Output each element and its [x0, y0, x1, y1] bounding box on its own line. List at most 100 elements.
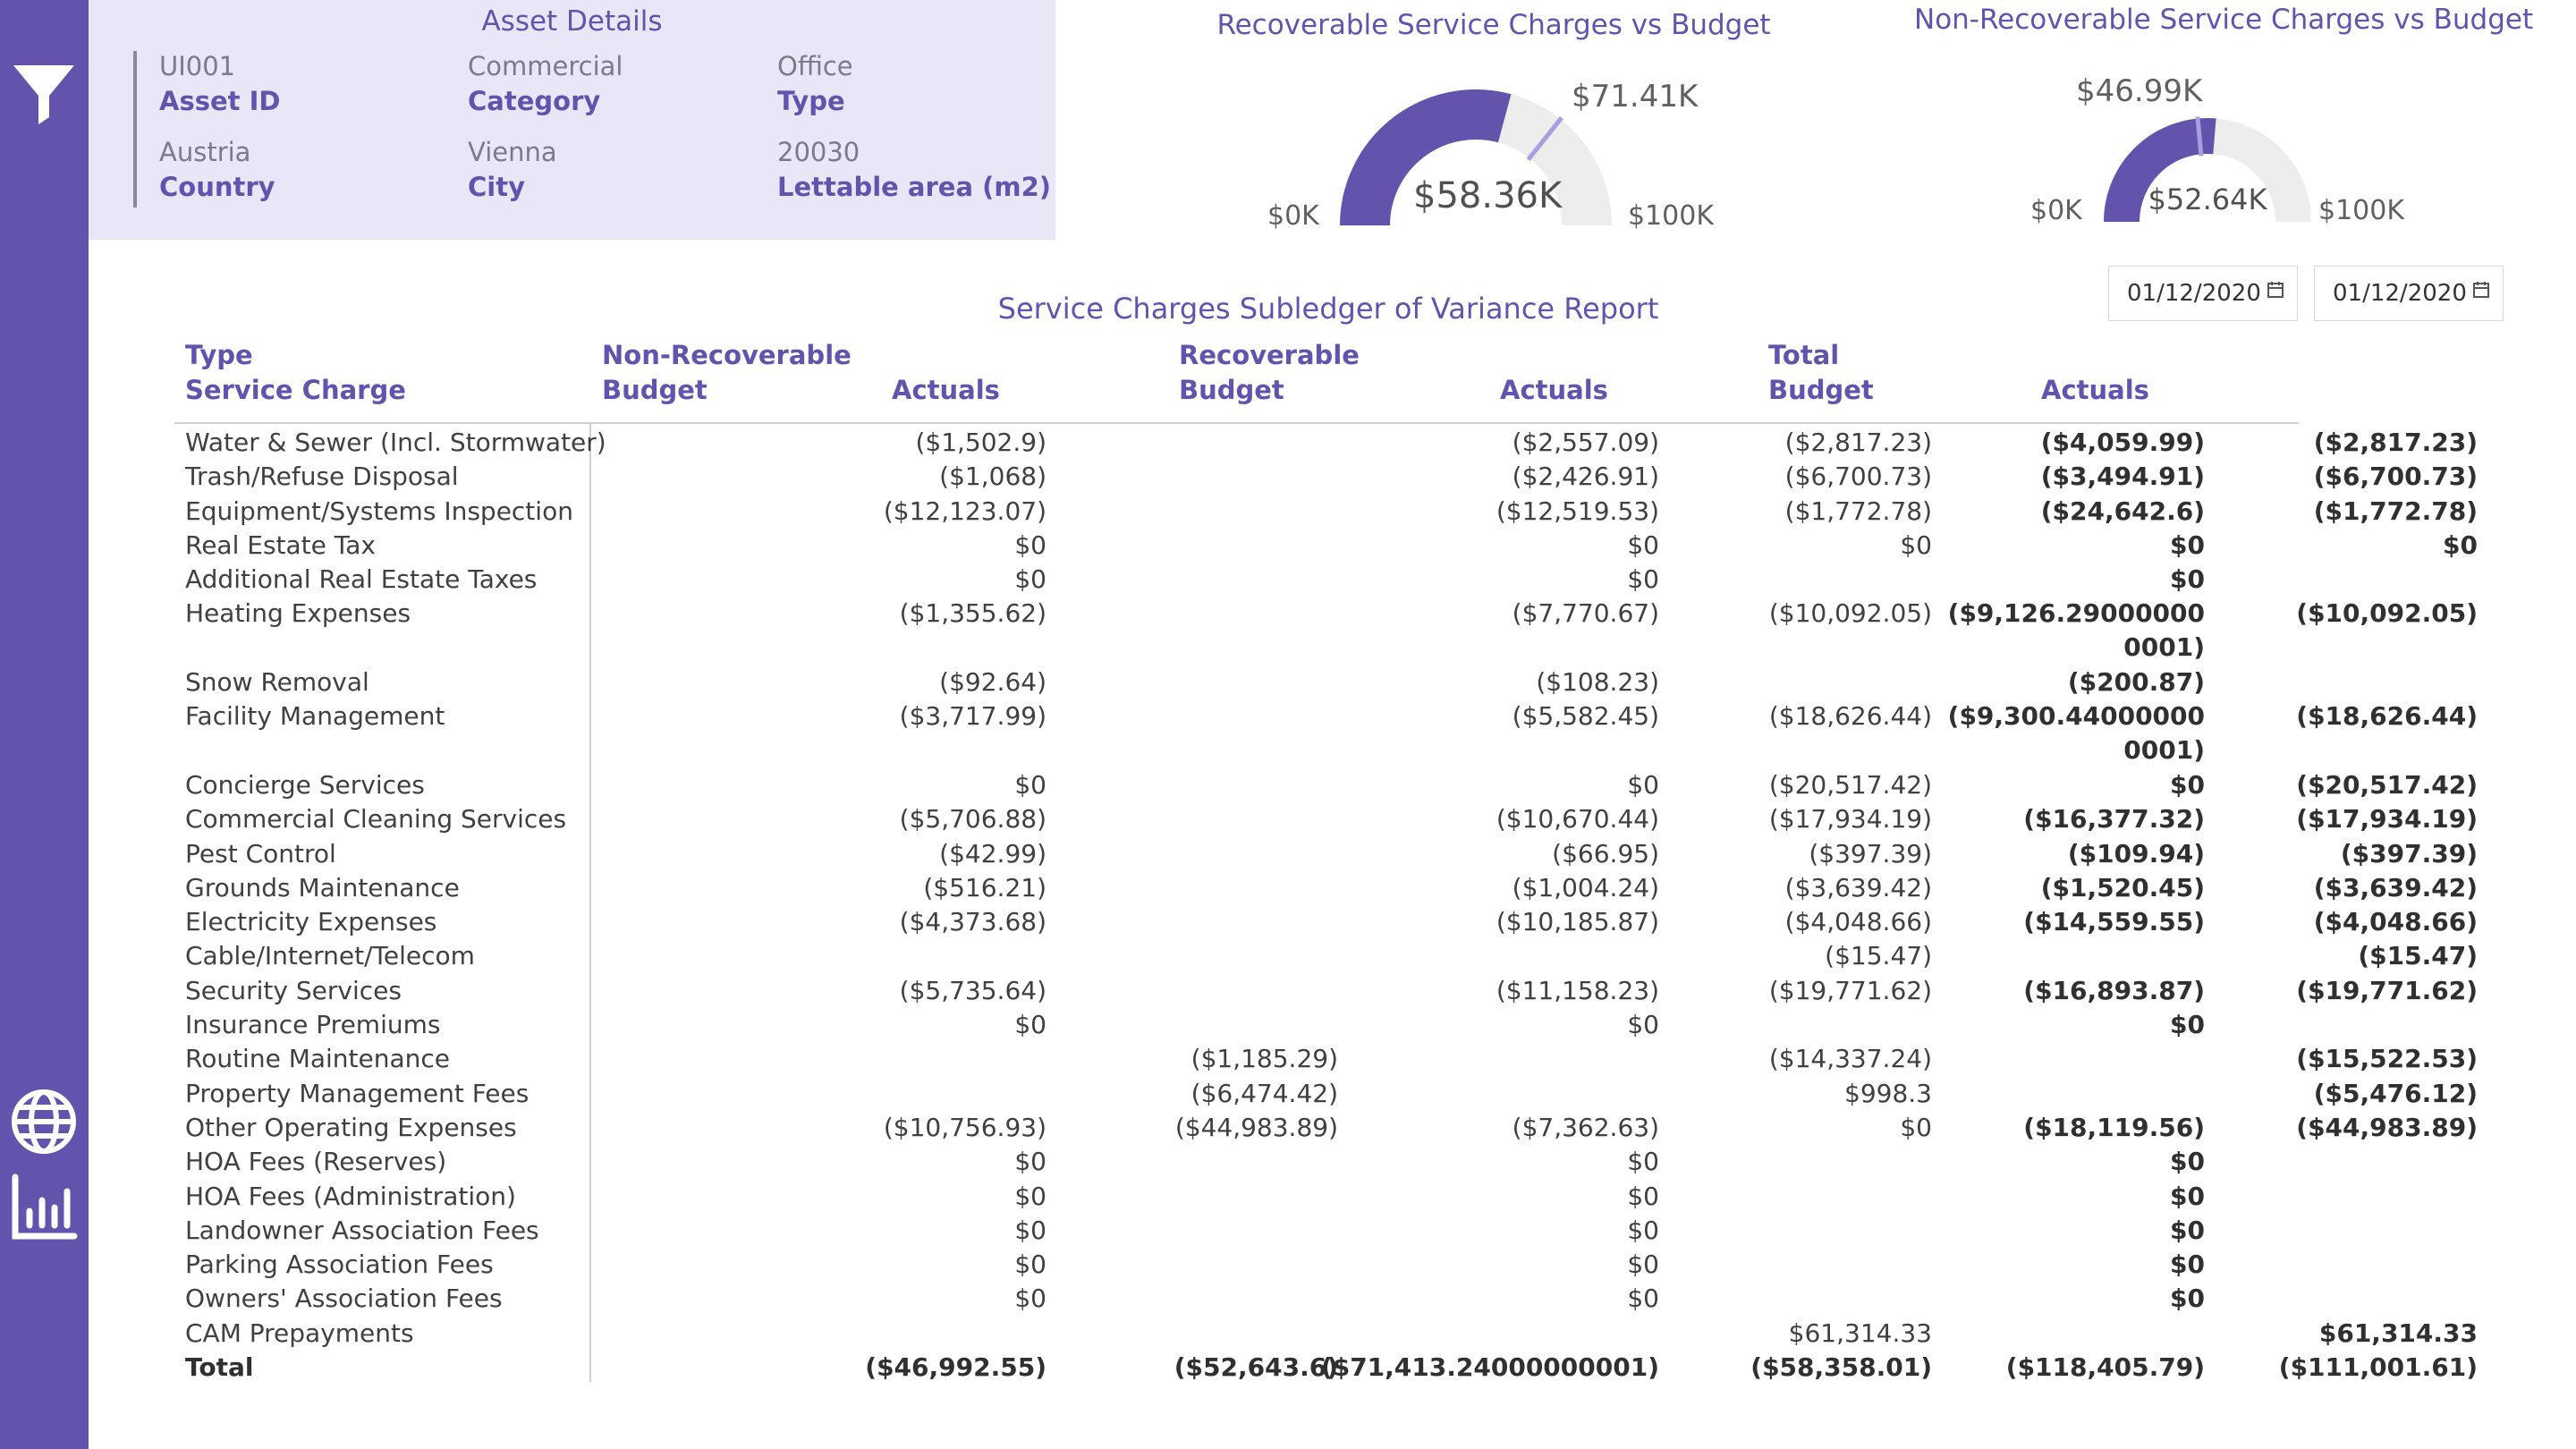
cell-nr-actual: ($44,983.89)	[1174, 1112, 1338, 1142]
service-charge-name: Landowner Association Fees	[185, 1215, 539, 1245]
cell-t-actual: ($6,700.73)	[2313, 462, 2478, 492]
table-row[interactable]: Other Operating Expenses ($10,756.93) ($44…	[174, 1111, 2478, 1145]
non-recoverable-gauge-min: $0K	[2030, 195, 2082, 226]
cell-t-actual: $61,314.33	[2318, 1318, 2478, 1348]
table-row[interactable]: Heating Expenses ($1,355.62) ($7,770.67) ($…	[174, 597, 2478, 665]
globe-icon[interactable]	[8, 1086, 80, 1157]
table-row[interactable]: Insurance Premiums $0 $0 $0	[174, 1008, 2299, 1042]
table-row[interactable]: Water & Sewer (Incl. Stormwater) ($1,502.…	[174, 426, 2478, 460]
header-r-budget[interactable]: Budget	[1179, 375, 1284, 405]
cell-r-budget: ($1,004.24)	[1512, 872, 1659, 902]
bar-chart-icon[interactable]	[8, 1172, 80, 1243]
cell-t-budget: ($14,559.55)	[2023, 907, 2205, 937]
table-total-row[interactable]: Total ($46,992.55) ($52,643.6) ($71,413.240…	[174, 1351, 2478, 1385]
cell-nr-budget: $0	[1014, 564, 1046, 595]
cell-t-budget: ($118,405.79)	[2005, 1352, 2205, 1383]
filter-icon[interactable]	[8, 56, 80, 128]
cell-r-actual: ($3,639.42)	[1784, 872, 1932, 902]
cell-r-actual: ($14,337.24)	[1768, 1044, 1932, 1074]
cell-t-budget: ($200.87)	[2067, 667, 2205, 698]
type-label: Type	[777, 86, 845, 116]
table-row[interactable]: Real Estate Tax $0 $0 $0 $0 $0	[174, 529, 2478, 563]
cell-r-budget: ($66.95)	[1552, 838, 1659, 869]
table-row[interactable]: Grounds Maintenance ($516.21) ($1,004.24) (…	[174, 871, 2478, 905]
cell-nr-budget: ($5,735.64)	[899, 975, 1046, 1005]
table-row[interactable]: Electricity Expenses ($4,373.68) ($10,185.…	[174, 905, 2478, 939]
header-t-budget[interactable]: Budget	[1768, 375, 1874, 405]
category-value: Commercial	[468, 51, 623, 81]
calendar-icon	[2473, 282, 2489, 298]
table-row[interactable]: Parking Association Fees $0 $0 $0	[174, 1248, 2299, 1282]
table-row[interactable]: Facility Management ($3,717.99) ($5,582.45…	[174, 699, 2478, 768]
city-value: Vienna	[468, 137, 557, 167]
non-recoverable-gauge-value: $52.64K	[2148, 182, 2267, 216]
cell-nr-budget: $0	[1014, 1250, 1046, 1280]
table-row[interactable]: HOA Fees (Reserves) $0 $0 $0	[174, 1145, 2299, 1179]
table-row[interactable]: CAM Prepayments $61,314.33 $61,314.33	[174, 1317, 2478, 1351]
cell-t-actual: ($17,934.19)	[2296, 804, 2478, 835]
table-row[interactable]: Additional Real Estate Taxes $0 $0 $0	[174, 563, 2299, 597]
sidebar	[0, 0, 89, 1449]
table-row[interactable]: Pest Control ($42.99) ($66.95) ($397.39) ($1…	[174, 837, 2478, 871]
table-row[interactable]: Concierge Services $0 $0 ($20,517.42) $0 ($20…	[174, 768, 2478, 802]
cell-r-budget: ($10,185.87)	[1496, 907, 1659, 937]
cell-t-actual: ($10,092.05)	[2296, 598, 2478, 629]
city-label: City	[468, 172, 525, 202]
cell-t-budget: ($24,642.6)	[2040, 496, 2205, 526]
header-recoverable[interactable]: Recoverable	[1179, 340, 1360, 370]
cell-r-actual: ($4,048.66)	[1784, 907, 1932, 937]
cell-t-budget: ($9,300.440000000001)	[1947, 701, 2205, 766]
cell-r-budget: ($5,582.45)	[1512, 701, 1659, 732]
cell-r-budget: ($2,426.91)	[1512, 462, 1659, 492]
type-value: Office	[777, 51, 853, 81]
table-row[interactable]: Security Services ($5,735.64) ($11,158.23)…	[174, 974, 2478, 1008]
cell-t-actual: ($44,983.89)	[2296, 1112, 2478, 1142]
cell-r-budget: ($2,557.09)	[1512, 428, 1659, 457]
service-charge-name: Other Operating Expenses	[185, 1112, 517, 1142]
start-date-picker[interactable]: 01/12/2020	[2108, 266, 2298, 321]
cell-t-actual: ($15,522.53)	[2296, 1044, 2478, 1074]
recoverable-gauge-value: $58.36K	[1413, 175, 1563, 216]
end-date-picker[interactable]: 01/12/2020	[2314, 266, 2504, 321]
table-row[interactable]: Equipment/Systems Inspection ($12,123.07)…	[174, 495, 2478, 529]
table-row[interactable]: HOA Fees (Administration) $0 $0 $0	[174, 1180, 2299, 1214]
cell-r-budget: ($71,413.24000000001)	[1320, 1352, 1659, 1383]
header-type[interactable]: Type	[185, 340, 253, 370]
table-row[interactable]: Cable/Internet/Telecom ($15.47) ($15.47)	[174, 939, 2478, 973]
cell-t-actual: ($5,476.12)	[2313, 1078, 2478, 1108]
asset-details-panel: Asset Details UI001 Asset ID Commercial …	[89, 0, 1055, 240]
cell-t-actual: ($19,771.62)	[2296, 975, 2478, 1005]
cell-r-budget: $0	[1627, 1147, 1659, 1177]
non-recoverable-gauge	[2104, 116, 2311, 223]
table-row[interactable]: Routine Maintenance ($1,185.29) ($14,337.2…	[174, 1042, 2478, 1076]
header-nr-budget[interactable]: Budget	[602, 375, 708, 405]
service-charge-name: Facility Management	[185, 701, 445, 732]
non-recoverable-gauge-max: $100K	[2318, 195, 2405, 226]
table-row[interactable]: Property Management Fees ($6,474.42) $998.…	[174, 1077, 2478, 1111]
gauge-fill	[2104, 118, 2216, 223]
service-charge-name: CAM Prepayments	[185, 1318, 414, 1348]
cell-t-budget: ($3,494.91)	[2040, 462, 2205, 492]
table-row[interactable]: Trash/Refuse Disposal ($1,068) ($2,426.91)…	[174, 460, 2478, 494]
gauge-target-marker	[2195, 116, 2204, 157]
cell-nr-budget: ($12,123.07)	[883, 496, 1046, 526]
cell-r-budget: $0	[1627, 1284, 1659, 1314]
header-t-actuals[interactable]: Actuals	[2041, 375, 2149, 405]
header-total[interactable]: Total	[1768, 340, 1840, 370]
recoverable-gauge-title: Recoverable Service Charges vs Budget	[1216, 9, 1771, 41]
table-row[interactable]: Owners' Association Fees $0 $0 $0	[174, 1282, 2299, 1316]
table-row[interactable]: Commercial Cleaning Services ($5,706.88) (…	[174, 802, 2478, 836]
table-row[interactable]: Snow Removal ($92.64) ($108.23) ($200.87)	[174, 665, 2299, 699]
cell-nr-budget: ($42.99)	[939, 838, 1046, 869]
header-non-recoverable[interactable]: Non-Recoverable	[602, 340, 852, 370]
table-row[interactable]: Landowner Association Fees $0 $0 $0	[174, 1214, 2299, 1248]
cell-nr-budget: ($10,756.93)	[883, 1112, 1046, 1142]
header-r-actuals[interactable]: Actuals	[1500, 375, 1608, 405]
non-recoverable-gauge-title: Non-Recoverable Service Charges vs Budge…	[1914, 4, 2534, 36]
cell-t-budget: ($9,126.290000000001)	[1947, 598, 2205, 663]
service-charge-name: Owners' Association Fees	[185, 1284, 503, 1314]
header-service-charge[interactable]: Service Charge	[185, 375, 406, 405]
header-nr-actuals[interactable]: Actuals	[892, 375, 1000, 405]
country-value: Austria	[159, 137, 251, 167]
cell-t-actual: ($18,626.44)	[2296, 701, 2478, 732]
